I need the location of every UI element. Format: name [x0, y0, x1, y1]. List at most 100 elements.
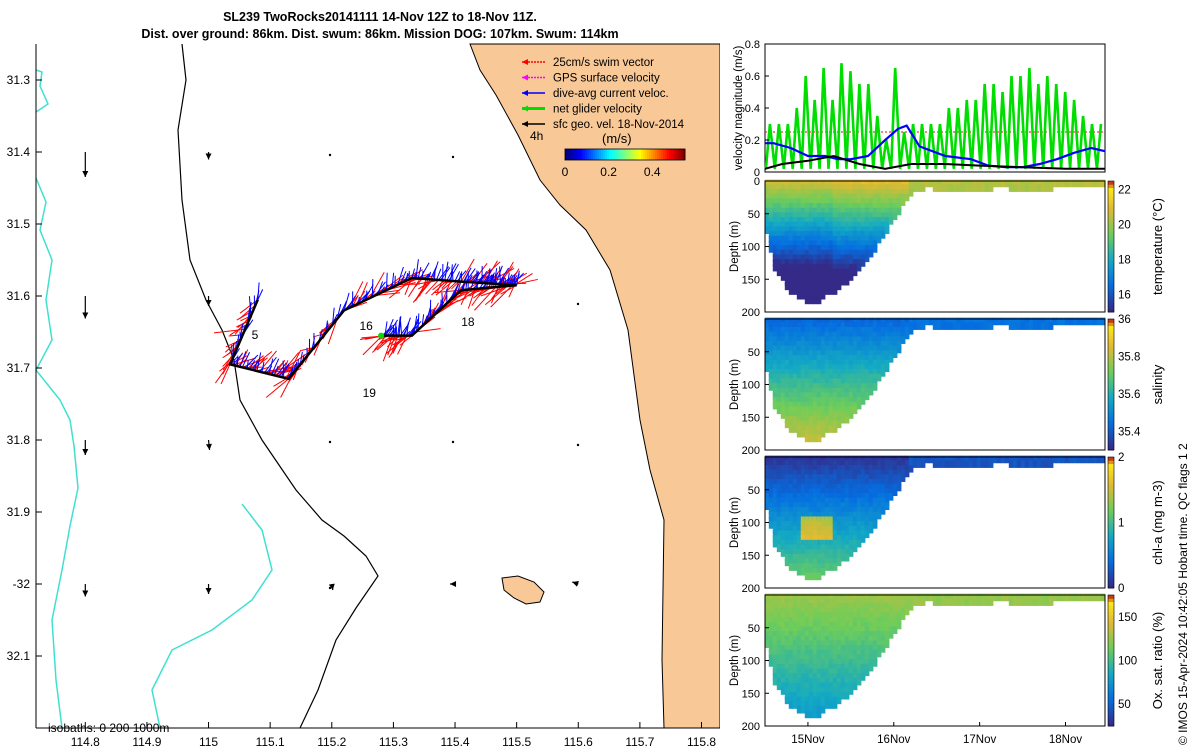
section-data-cell — [776, 521, 782, 529]
section-data-cell — [776, 539, 782, 548]
section-data-cell — [852, 668, 858, 677]
current-vector — [440, 267, 451, 281]
section-data-cell — [892, 322, 898, 330]
section-data-cell — [812, 539, 818, 548]
section-data-cell — [824, 535, 830, 543]
section-data-cell — [892, 626, 898, 634]
section-data-cell — [852, 455, 858, 464]
section-data-cell — [824, 373, 830, 382]
section-data-cell — [840, 612, 846, 620]
section-data-cell — [832, 235, 838, 244]
section-data-cell — [884, 188, 890, 197]
section-data-cell — [1096, 455, 1102, 464]
section-data-cell — [908, 317, 914, 326]
section-data-cell — [784, 221, 790, 230]
section-data-cell — [844, 668, 850, 677]
section-data-cell — [908, 593, 914, 602]
section-data-cell — [860, 397, 866, 405]
section-data-cell — [984, 317, 990, 326]
section-data-cell — [804, 525, 810, 534]
section-colorbar-cell — [1108, 673, 1114, 678]
section-data-cell — [836, 322, 842, 330]
section-data-cell — [848, 645, 854, 653]
section-data-cell — [832, 535, 838, 543]
section-data-cell — [884, 497, 890, 506]
section-data-cell — [764, 345, 770, 354]
section-data-cell — [772, 207, 778, 216]
section-data-cell — [824, 415, 830, 424]
section-data-cell — [808, 184, 814, 192]
section-data-cell — [772, 483, 778, 492]
section-data-cell — [788, 277, 794, 286]
section-data-cell — [848, 626, 854, 634]
section-data-cell — [844, 479, 850, 487]
section-data-cell — [884, 493, 890, 501]
section-data-cell — [824, 682, 830, 691]
section-data-cell — [876, 593, 882, 602]
section-data-cell — [852, 364, 858, 373]
section-data-cell — [1072, 593, 1078, 602]
section-colorbar-cell — [1108, 272, 1114, 277]
geo-velocity-dot — [451, 440, 455, 444]
section-data-cell — [820, 659, 826, 667]
section-data-cell — [880, 502, 886, 511]
section-data-cell — [824, 607, 830, 616]
section-data-cell — [880, 631, 886, 639]
section-data-cell — [860, 649, 866, 658]
section-data-cell — [880, 593, 886, 602]
section-data-cell — [780, 617, 786, 625]
section-data-cell — [800, 521, 806, 529]
section-data-cell — [812, 331, 818, 340]
section-data-cell — [784, 401, 790, 410]
section-data-cell — [876, 231, 882, 239]
section-data-cell — [816, 460, 822, 468]
section-data-cell — [796, 635, 802, 644]
section-data-cell — [792, 602, 798, 611]
section-data-cell — [848, 221, 854, 230]
section-data-cell — [788, 259, 794, 267]
section-data-cell — [780, 401, 786, 410]
geo-arrow-head — [205, 153, 212, 160]
current-vector — [421, 270, 424, 279]
swim-vector — [451, 281, 460, 290]
section-data-cell — [820, 649, 826, 658]
section-data-cell — [1020, 317, 1026, 326]
section-data-cell — [864, 331, 870, 340]
section-data-cell — [852, 682, 858, 691]
section-data-cell — [792, 326, 798, 335]
section-data-cell — [856, 336, 862, 344]
section-data-cell — [836, 364, 842, 373]
section-data-cell — [764, 612, 770, 620]
section-data-cell — [872, 507, 878, 515]
section-data-cell — [864, 383, 870, 391]
section-data-cell — [852, 640, 858, 649]
section-data-cell — [880, 455, 886, 464]
section-data-cell — [840, 415, 846, 424]
section-data-cell — [804, 682, 810, 691]
geo-velocity-arrow — [205, 584, 212, 594]
section-data-cell — [820, 282, 826, 291]
section-data-cell — [764, 493, 770, 501]
section-data-cell — [800, 193, 806, 202]
section-data-cell — [816, 530, 822, 539]
current-vector — [371, 279, 374, 297]
section-data-cell — [800, 341, 806, 349]
section-data-cell — [832, 663, 838, 672]
section-data-cell — [788, 373, 794, 382]
section-data-cell — [912, 179, 918, 188]
section-data-cell — [920, 179, 926, 188]
section-data-cell — [824, 659, 830, 667]
section-data-cell — [1048, 317, 1054, 326]
section-data-cell — [812, 687, 818, 695]
section-data-cell — [852, 654, 858, 663]
section-data-cell — [768, 221, 774, 230]
section-data-cell — [784, 479, 790, 487]
section-data-cell — [784, 497, 790, 506]
section-data-cell — [844, 273, 850, 281]
section-data-cell — [856, 397, 862, 405]
section-data-cell — [840, 359, 846, 368]
section-data-cell — [1100, 455, 1106, 464]
section-data-cell — [844, 507, 850, 515]
section-data-cell — [876, 355, 882, 363]
section-data-cell — [880, 212, 886, 220]
